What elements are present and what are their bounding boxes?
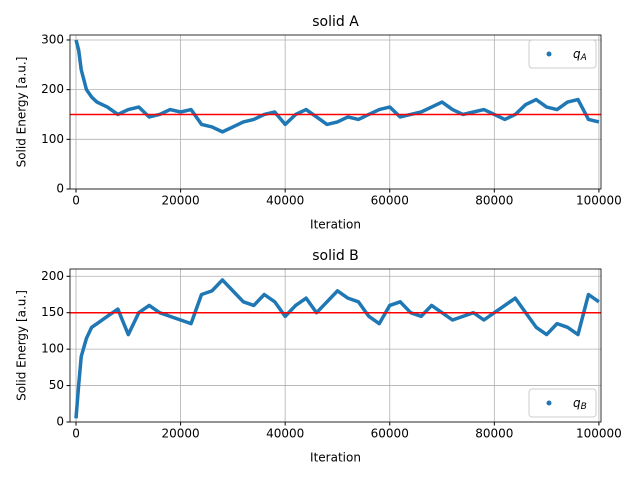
y-tick-label: 300 bbox=[41, 32, 64, 46]
y-tick-label: 50 bbox=[49, 378, 64, 392]
x-tick-label: 60000 bbox=[371, 194, 409, 208]
legend-label: qA bbox=[573, 47, 587, 63]
x-tick-label: 100000 bbox=[576, 194, 622, 208]
x-tick-label: 0 bbox=[72, 427, 80, 441]
y-tick-label: 0 bbox=[56, 182, 64, 196]
axes: 0 20000 40000 60000 80000 100000 0 100 200 300 sol… bbox=[15, 14, 622, 232]
axes: 0 20000 40000 60000 80000 100000 0 50 100 150 200 s… bbox=[15, 248, 622, 465]
axes-frame bbox=[69, 34, 602, 190]
chart-title: solid A bbox=[312, 14, 359, 30]
x-tick-label: 20000 bbox=[161, 427, 199, 441]
x-tick-label: 80000 bbox=[475, 194, 513, 208]
y-tick-label: 200 bbox=[41, 82, 64, 96]
data-line bbox=[74, 278, 600, 419]
legend-marker bbox=[546, 51, 552, 57]
y-tick-label: 0 bbox=[56, 415, 64, 429]
y-axis-label: Solid Energy [a.u.] bbox=[15, 57, 29, 168]
y-axis-label: Solid Energy [a.u.] bbox=[15, 290, 29, 401]
x-tick-label: 20000 bbox=[161, 194, 199, 208]
x-axis-label: Iteration bbox=[310, 451, 361, 465]
x-tick-label: 60000 bbox=[371, 427, 409, 441]
x-tick-label: 100000 bbox=[576, 427, 622, 441]
data-line bbox=[74, 39, 600, 134]
x-tick-label: 40000 bbox=[266, 194, 304, 208]
legend-label: qB bbox=[573, 396, 587, 412]
axes-frame bbox=[69, 268, 602, 423]
y-tick-label: 200 bbox=[41, 269, 64, 283]
y-tick-label: 100 bbox=[41, 132, 64, 146]
x-tick-label: 40000 bbox=[266, 427, 304, 441]
x-tick-label: 80000 bbox=[475, 427, 513, 441]
legend-box bbox=[528, 388, 597, 418]
x-axis-label: Iteration bbox=[310, 218, 361, 232]
y-tick-label: 100 bbox=[41, 342, 64, 356]
chart-title: solid B bbox=[312, 248, 359, 264]
legend-box bbox=[528, 39, 597, 69]
legend-marker bbox=[546, 400, 552, 406]
x-tick-label: 0 bbox=[72, 194, 80, 208]
y-tick-label: 150 bbox=[41, 305, 64, 319]
